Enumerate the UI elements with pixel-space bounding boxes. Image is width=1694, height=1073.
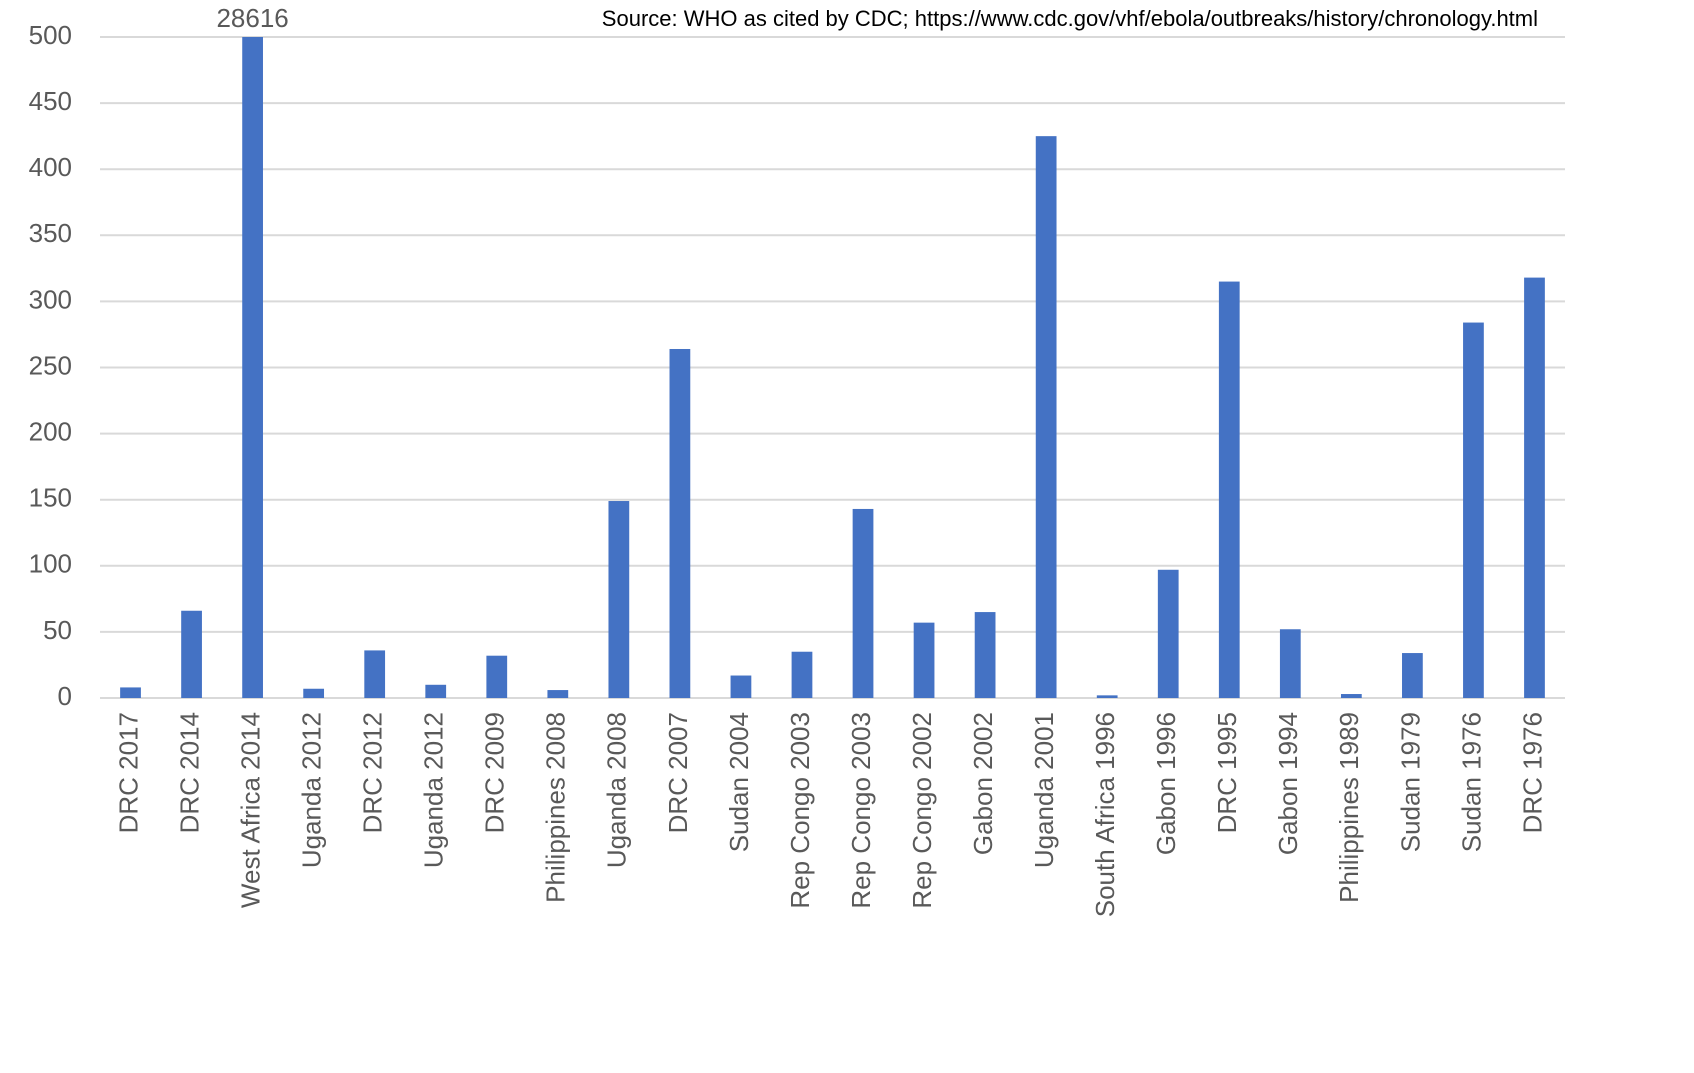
bar (608, 501, 630, 698)
y-tick-label: 300 (29, 284, 72, 314)
bar (1096, 695, 1118, 698)
source-note: Source: WHO as cited by CDC; https://www… (602, 6, 1538, 31)
x-tick-label: DRC 2012 (358, 712, 388, 833)
y-tick-label: 400 (29, 152, 72, 182)
x-tick-label: Gabon 2002 (968, 712, 998, 855)
x-tick-label: Philippines 1989 (1334, 712, 1364, 903)
bar (1035, 136, 1057, 698)
bar (181, 610, 202, 698)
bar (1279, 629, 1301, 698)
y-tick-label: 100 (29, 549, 72, 579)
y-tick-label: 150 (29, 483, 72, 513)
bar (974, 612, 996, 698)
x-tick-label: DRC 2009 (480, 712, 510, 833)
bar (120, 687, 141, 698)
x-tick-label: Rep Congo 2003 (846, 712, 876, 909)
x-tick-label: Gabon 1996 (1151, 712, 1181, 855)
bar (852, 508, 874, 698)
x-tick-label: Uganda 2012 (419, 712, 449, 868)
x-tick-label: Uganda 2001 (1029, 712, 1059, 868)
y-tick-label: 0 (58, 681, 72, 711)
bar (303, 688, 325, 698)
x-tick-label: Sudan 1979 (1395, 712, 1425, 852)
bar (242, 37, 263, 698)
x-tick-label: DRC 2014 (174, 712, 204, 833)
x-tick-label: DRC 2017 (113, 712, 143, 833)
x-tick-label: DRC 1976 (1517, 712, 1547, 833)
x-tick-label: Gabon 1994 (1273, 712, 1303, 855)
bar (669, 348, 691, 698)
bar (364, 650, 386, 698)
bar (791, 651, 813, 698)
x-tick-label: South Africa 1996 (1090, 712, 1120, 917)
data-label: 28616 (216, 3, 288, 33)
bar (1340, 694, 1362, 698)
y-tick-label: 350 (29, 218, 72, 248)
y-tick-label: 50 (43, 615, 72, 645)
x-tick-label: West Africa 2014 (235, 712, 265, 908)
bar (730, 675, 752, 698)
x-tick-label: DRC 1995 (1212, 712, 1242, 833)
bar (1218, 281, 1240, 698)
x-tick-label: Uganda 2008 (602, 712, 632, 868)
x-tick-label: Philippines 2008 (541, 712, 571, 903)
x-tick-label: Rep Congo 2003 (785, 712, 815, 909)
y-tick-label: 250 (29, 350, 72, 380)
bar (1463, 322, 1484, 698)
y-tick-label: 200 (29, 416, 72, 446)
bar (425, 684, 447, 698)
bar (913, 622, 935, 698)
bar (486, 655, 508, 698)
y-tick-label: 500 (29, 20, 72, 50)
bar (1524, 277, 1545, 698)
x-tick-label: Sudan 2004 (724, 712, 754, 852)
bar (1157, 569, 1179, 698)
bar (547, 690, 569, 698)
x-tick-label: Sudan 1976 (1456, 712, 1486, 852)
x-tick-label: DRC 2007 (663, 712, 693, 833)
y-tick-label: 450 (29, 86, 72, 116)
x-tick-label: Uganda 2012 (297, 712, 327, 868)
x-tick-label: Rep Congo 2002 (907, 712, 937, 909)
bar (1402, 653, 1423, 698)
